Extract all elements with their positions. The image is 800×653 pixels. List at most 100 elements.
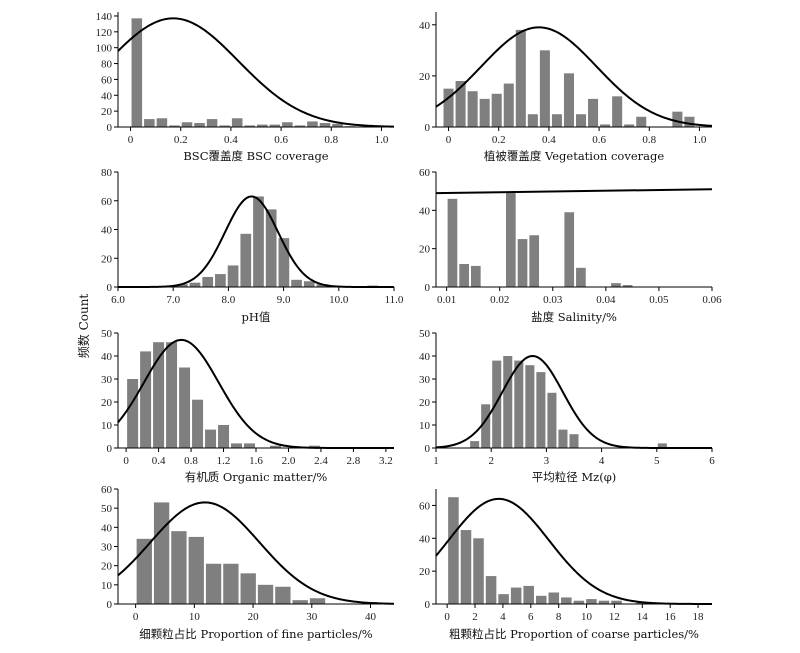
histogram-bar [525,365,535,448]
y-tick-label: 20 [101,561,113,573]
shared-y-axis-label: 频数 Count [76,294,91,359]
histogram-panel-2: 0 0.2 0.4 0.6 0.8 1.0 0 20 40 植被覆盖度 Vegetation co… [419,12,713,163]
x-tick-label: 7.0 [166,294,180,306]
y-tick-label: 10 [101,420,113,432]
histogram-bar [622,285,633,287]
x-tick-label: 1.2 [217,455,231,467]
histogram-bar [189,282,201,287]
histogram-bar [179,367,191,448]
y-tick-label: 40 [101,351,113,363]
histogram-bar [319,123,331,127]
y-tick-label: 40 [419,205,431,217]
x-tick-label: 0 [446,134,452,146]
histogram-panel-3: 6.0 7.0 8.0 9.0 10.0 11.0 0 20 40 60 80 pH值 [101,167,404,324]
histogram-bar [569,434,579,448]
histogram-bar [611,283,621,287]
y-tick-label: 0 [425,122,431,134]
x-tick-label: 0.6 [274,134,288,146]
histogram-bar [218,425,230,448]
fit-line [435,188,713,195]
histogram-bar [257,124,268,127]
y-tick-label: 60 [101,74,113,86]
x-axis-label: BSC覆盖度 BSC coverage [183,149,328,163]
histogram-bar [223,563,239,604]
histogram-bar [181,122,193,127]
x-axis-label: 盐度 Salinity/% [531,310,617,324]
histogram-bar [291,279,302,287]
x-tick-label: 0.2 [492,134,506,146]
histogram-bar [240,233,252,287]
histogram-bar [588,98,599,127]
histogram-bar [510,587,522,604]
x-tick-label: 11.0 [385,294,404,306]
histogram-panel-8: 0 2 4 6 8 10 12 14 16 18 0 20 40 60 粗颗粒占比 Proportion o… [419,489,712,641]
y-tick-label: 120 [96,27,113,39]
histogram-panel-1: 0 0.2 0.4 0.6 0.8 1.0 0 20 40 60 80 100 120 140 BSC覆盖度… [96,11,395,163]
x-tick-label: 10 [189,611,201,623]
x-tick-label: 1.0 [693,134,707,146]
x-tick-label: 10 [581,611,593,623]
histogram-panel-5: 0 0.4 0.8 1.2 1.6 2.0 2.4 2.8 3.2 0 10 20 30 40 50 有机质 … [101,328,394,484]
histogram-bar [576,267,586,287]
x-tick-label: 0.03 [543,294,563,306]
histogram-bar [278,238,290,288]
histogram-bar [684,116,695,127]
x-tick-label: 0.4 [224,134,238,146]
histogram-bar [206,119,218,127]
y-tick-label: 20 [419,71,431,83]
x-tick-label: 40 [365,611,377,623]
histogram-bar [265,209,277,288]
y-tick-label: 30 [419,374,431,386]
histogram-bar [529,235,540,287]
histogram-bar [269,445,281,448]
x-tick-label: 8 [556,611,562,623]
x-tick-label: 1.6 [249,455,263,467]
y-tick-label: 20 [419,566,431,578]
y-tick-label: 40 [419,20,431,32]
x-tick-label: 9.0 [277,294,291,306]
histogram-bar [202,276,214,287]
x-axis-label: 平均粒径 Mz(φ) [532,470,617,484]
x-tick-label: 0.4 [542,134,556,146]
histogram-bar [479,98,490,127]
x-tick-label: 16 [665,611,677,623]
y-tick-label: 80 [101,59,113,71]
x-axis-label: 植被覆盖度 Vegetation coverage [484,149,665,163]
histogram-bar [515,29,526,127]
histogram-bar [460,530,472,604]
normal-fit-curve [117,501,395,605]
histogram-bar [636,116,647,127]
histogram-bar [547,392,557,448]
histogram-bar [564,212,575,287]
x-tick-label: 6 [709,455,715,467]
x-tick-label: 14 [637,611,649,623]
y-tick-label: 40 [101,90,113,102]
histogram-bar [523,585,534,604]
y-tick-label: 20 [101,106,113,118]
histogram-bar [657,443,667,448]
histogram-bar [514,360,524,448]
histogram-bar [140,351,152,448]
histogram-bar [491,93,502,127]
y-tick-label: 60 [101,484,113,496]
histogram-bar [485,576,497,604]
histogram-bar [527,114,538,127]
x-tick-label: 0.04 [596,294,616,306]
y-tick-label: 0 [107,122,113,134]
histogram-bar [539,50,550,127]
x-axis-label: 细颗粒占比 Proportion of fine particles/% [139,627,372,641]
x-tick-label: 0.6 [592,134,606,146]
histogram-bar [156,118,168,127]
y-tick-label: 140 [96,11,113,23]
histogram-bar [153,342,165,448]
x-axis-label: 有机质 Organic matter/% [185,470,328,484]
y-tick-label: 10 [419,420,431,432]
histogram-bar [169,125,180,127]
x-tick-label: 0.8 [642,134,656,146]
histogram-panel-4: 0.01 0.02 0.03 0.04 0.05 0.06 0 20 40 60 盐度 Salini… [419,167,722,324]
histogram-bar [188,536,204,604]
histogram-bar [127,379,139,448]
x-tick-label: 0 [133,611,139,623]
histogram-bar [240,573,256,604]
